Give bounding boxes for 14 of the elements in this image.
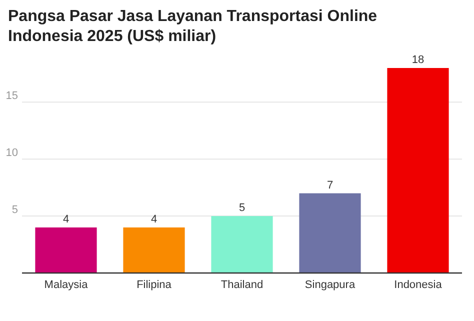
y-tick-label: 10 (6, 147, 18, 160)
x-tick-label: Malaysia (44, 279, 89, 291)
x-tick-label: Filipina (136, 279, 172, 291)
x-tick-label: Indonesia (394, 279, 443, 291)
x-tick-label: Thailand (220, 279, 264, 291)
chart-title: Pangsa Pasar Jasa Layanan Transportasi Online Indonesia 2025 (US$ miliar) (8, 8, 378, 45)
x-tick-label: Singapura (304, 279, 356, 291)
data-label: 4 (150, 213, 158, 226)
y-tick-label: 5 (12, 204, 18, 216)
data-label: 5 (238, 202, 246, 214)
data-label: 18 (412, 54, 424, 66)
data-label: 4 (62, 213, 70, 226)
data-label: 7 (326, 179, 334, 192)
y-tick-label: 15 (6, 90, 18, 102)
